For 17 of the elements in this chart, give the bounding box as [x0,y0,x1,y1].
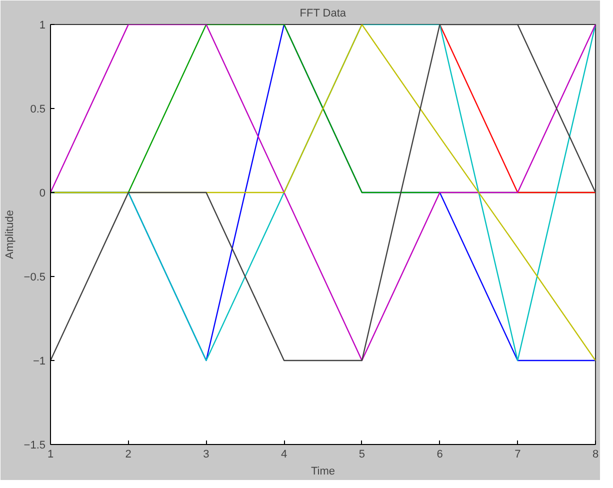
y-tick-label: 0 [39,188,46,200]
y-tick-label: 0.5 [30,104,46,116]
chart-title: FFT Data [300,8,347,20]
y-tick-label: −1.5 [24,440,46,452]
y-axis-title: Amplitude [4,210,16,259]
y-tick-label: 1 [39,20,46,32]
x-tick-label: 1 [47,448,54,460]
x-tick-label: 8 [592,448,599,460]
y-tick-label: −0.5 [24,272,46,284]
x-tick-label: 4 [281,448,288,460]
x-tick-label: 7 [514,448,521,460]
x-tick-label: 5 [358,448,365,460]
x-tick-label: 2 [125,448,132,460]
x-axis-title: Time [310,466,336,478]
y-tick-label: −1 [32,356,46,368]
x-tick-label: 3 [203,448,210,460]
x-tick-label: 6 [436,448,443,460]
